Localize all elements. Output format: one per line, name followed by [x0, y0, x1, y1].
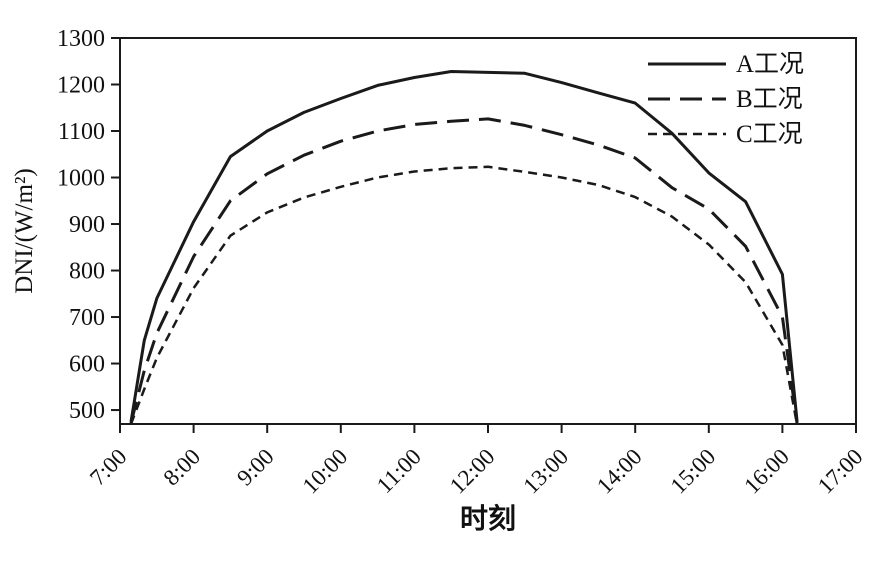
legend-label: A工况 — [736, 51, 804, 78]
series-lines — [129, 70, 799, 426]
x-tick-label: 12:00 — [445, 444, 500, 499]
y-tick-label: 600 — [69, 352, 105, 378]
x-axis-label: 时刻 — [460, 502, 516, 535]
series-line-solid — [129, 70, 799, 422]
y-axis-ticks: 500 600 700 800 900 1000 1100 1200 1300 — [57, 26, 120, 424]
legend-label: B工况 — [736, 86, 803, 113]
x-tick-label: 13:00 — [518, 444, 573, 499]
x-tick-label: 17:00 — [813, 444, 868, 499]
series-line-short-dash — [129, 165, 799, 426]
y-tick-label: 900 — [69, 212, 105, 238]
x-tick-label: 10:00 — [298, 444, 353, 499]
y-tick-label: 800 — [69, 259, 105, 285]
y-tick-label: 1200 — [57, 73, 105, 99]
y-axis-label: DNI/(W/m²) — [11, 168, 38, 294]
x-tick-label: 11:00 — [372, 444, 426, 498]
legend: A工况 B工况 C工况 — [648, 51, 804, 148]
y-tick-label: 1000 — [57, 166, 105, 192]
y-tick-label: 700 — [69, 305, 105, 331]
x-tick-label: 15:00 — [666, 444, 721, 499]
x-tick-label: 9:00 — [232, 444, 279, 491]
series-line-long-dash — [129, 117, 799, 425]
y-tick-label: 1300 — [57, 26, 105, 52]
y-tick-label: 500 — [69, 398, 105, 424]
x-tick-label: 7:00 — [85, 444, 132, 491]
x-tick-label: 14:00 — [592, 444, 647, 499]
legend-label: C工况 — [736, 121, 803, 148]
x-tick-label: 16:00 — [739, 444, 794, 499]
x-axis-ticks: 7:00 8:00 9:00 10:00 11:00 12:00 13:00 14:00 15:… — [85, 424, 868, 499]
x-tick-label: 8:00 — [159, 444, 206, 491]
y-tick-label: 1100 — [58, 119, 105, 145]
